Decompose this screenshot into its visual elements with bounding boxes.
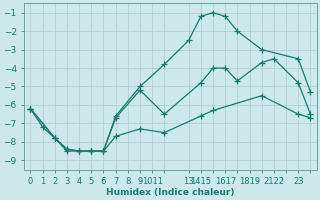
X-axis label: Humidex (Indice chaleur): Humidex (Indice chaleur) [106,188,235,197]
